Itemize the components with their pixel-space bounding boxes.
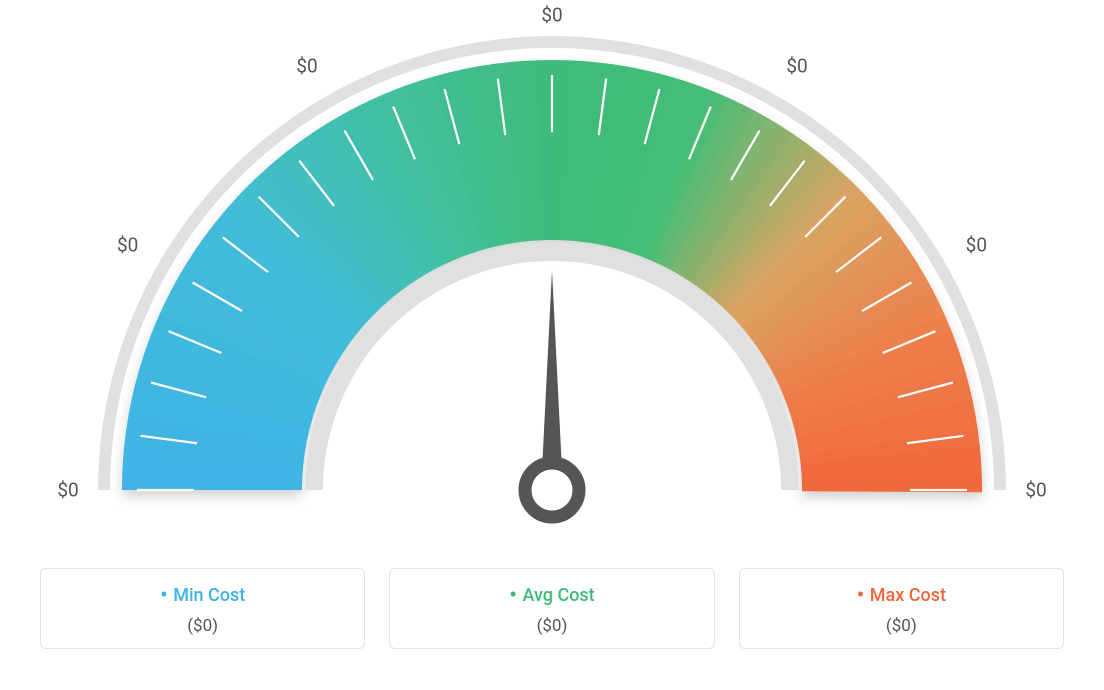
legend-title: Min Cost: [41, 583, 364, 608]
gauge-tick-label: $0: [57, 479, 78, 502]
legend-value: ($0): [740, 616, 1063, 636]
legend-card-avg: Avg Cost ($0): [389, 568, 714, 649]
legend-value: ($0): [41, 616, 364, 636]
gauge-tick-label: $0: [966, 234, 987, 257]
legend-value: ($0): [390, 616, 713, 636]
gauge-tick-label: $0: [541, 4, 562, 27]
legend-title: Avg Cost: [390, 583, 713, 608]
gauge-chart-container: $0$0$0$0$0$0$0 Min Cost($0)Avg Cost($0)M…: [0, 0, 1104, 690]
gauge-tick-label: $0: [296, 54, 317, 77]
gauge-tick-label: $0: [786, 54, 807, 77]
legend-title: Max Cost: [740, 583, 1063, 608]
gauge-tick-label: $0: [1025, 479, 1046, 502]
gauge-svg: [0, 0, 1104, 560]
gauge-area: $0 $0 $0 $0 $0 $0 $0: [0, 0, 1104, 560]
gauge-tick-label: $0: [117, 234, 138, 257]
legend-card-min: Min Cost ($0): [40, 568, 365, 649]
legend-row: Min Cost ($0) Avg Cost ($0) Max Cost ($0): [0, 568, 1104, 649]
legend-card-max: Max Cost ($0): [739, 568, 1064, 649]
